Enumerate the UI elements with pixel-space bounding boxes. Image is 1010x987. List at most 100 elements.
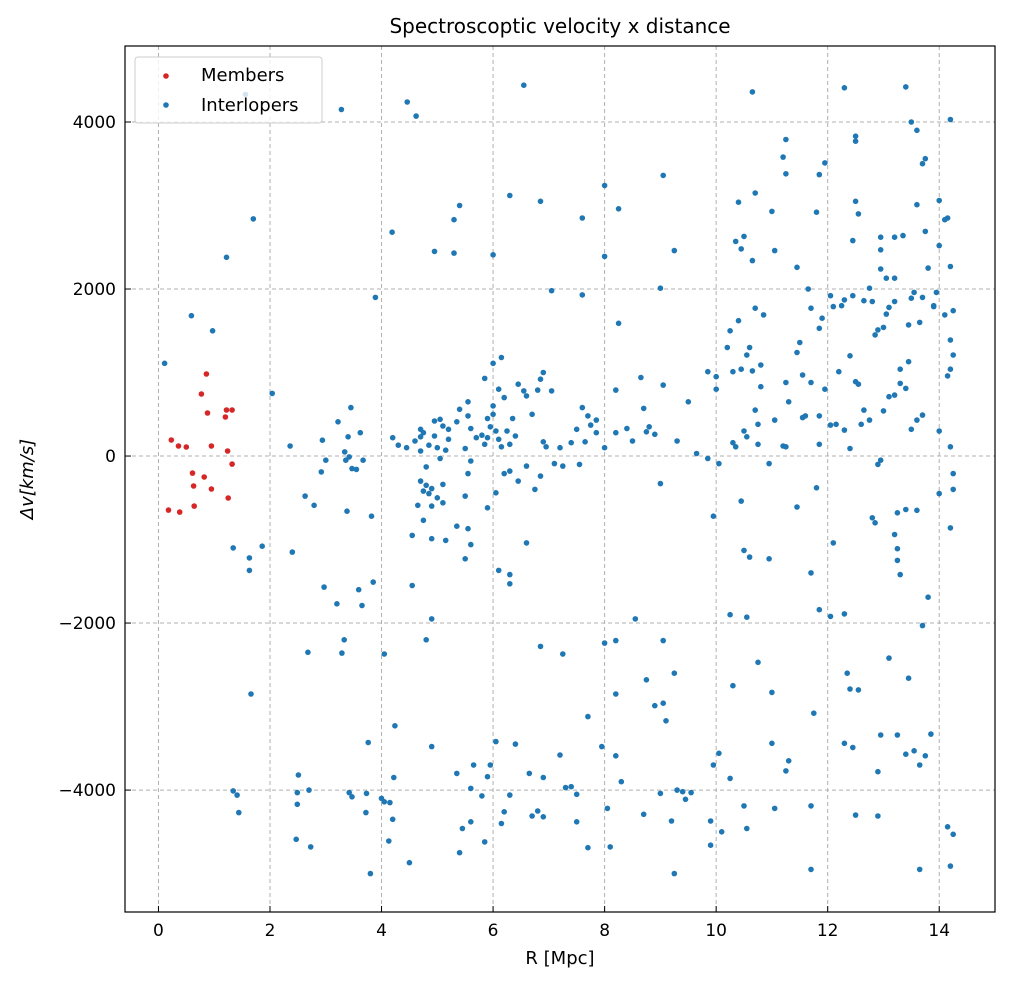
point-interlopers	[663, 718, 669, 724]
point-interlopers	[746, 344, 753, 351]
point-interlopers	[319, 437, 326, 444]
point-interlopers	[877, 234, 884, 240]
point-interlopers	[629, 438, 636, 444]
point-interlopers	[866, 285, 873, 292]
point-interlopers	[345, 434, 351, 440]
point-members	[208, 443, 215, 449]
point-interlopers	[668, 818, 675, 824]
point-interlopers	[521, 388, 527, 394]
point-interlopers	[755, 421, 761, 428]
point-interlopers	[357, 429, 364, 436]
point-interlopers	[593, 429, 600, 436]
point-interlopers	[294, 789, 301, 796]
point-members	[189, 470, 196, 476]
point-interlopers	[674, 787, 680, 793]
point-interlopers	[749, 89, 756, 95]
point-interlopers	[302, 493, 308, 499]
point-interlopers	[738, 498, 744, 504]
point-interlopers	[730, 682, 736, 689]
point-interlopers	[947, 116, 954, 123]
point-interlopers	[693, 450, 700, 457]
point-interlopers	[355, 586, 362, 593]
point-interlopers	[515, 478, 521, 484]
point-interlopers	[426, 490, 432, 497]
point-interlopers	[877, 247, 884, 253]
point-interlopers	[727, 775, 733, 782]
point-interlopers	[498, 820, 505, 827]
point-interlopers	[540, 369, 547, 376]
point-interlopers	[479, 793, 485, 799]
point-interlopers	[942, 216, 948, 223]
point-interlopers	[679, 788, 686, 795]
point-interlopers	[363, 790, 370, 797]
x-axis-label: R [Mpc]	[525, 948, 594, 969]
point-interlopers	[813, 209, 820, 215]
point-interlopers	[604, 805, 611, 812]
point-interlopers	[950, 352, 956, 358]
point-interlopers	[560, 651, 566, 657]
point-interlopers	[872, 332, 878, 338]
point-interlopers	[613, 637, 619, 644]
point-interlopers	[911, 748, 917, 754]
point-interlopers	[431, 418, 438, 424]
point-interlopers	[841, 740, 848, 747]
point-interlopers	[905, 322, 912, 328]
point-interlopers	[727, 328, 733, 334]
point-interlopers	[816, 606, 823, 613]
point-interlopers	[894, 732, 901, 738]
point-interlopers	[730, 439, 736, 446]
point-interlopers	[847, 353, 853, 359]
point-interlopers	[403, 444, 410, 451]
point-interlopers	[601, 182, 608, 189]
point-interlopers	[607, 844, 613, 850]
point-interlopers	[660, 172, 666, 179]
point-interlopers	[437, 416, 443, 423]
point-interlopers	[682, 796, 689, 803]
point-interlopers	[847, 686, 853, 692]
point-interlopers	[585, 713, 591, 720]
point-interlopers	[415, 502, 421, 509]
point-interlopers	[428, 503, 435, 509]
point-interlopers	[819, 315, 825, 322]
point-interlopers	[866, 417, 873, 423]
point-interlopers	[852, 133, 859, 139]
point-interlopers	[420, 517, 427, 524]
point-interlopers	[872, 520, 878, 526]
point-interlopers	[465, 470, 471, 477]
point-interlopers	[417, 478, 424, 484]
point-interlopers	[891, 392, 898, 398]
point-interlopers	[705, 368, 711, 375]
point-interlopers	[922, 155, 929, 162]
point-interlopers	[783, 444, 789, 450]
point-interlopers	[468, 785, 474, 792]
point-interlopers	[950, 486, 956, 493]
x-tick-label: 4	[376, 921, 387, 941]
point-interlopers	[847, 445, 853, 452]
point-interlopers	[462, 556, 469, 562]
point-interlopers	[363, 809, 369, 816]
point-interlopers	[713, 386, 719, 393]
point-members	[191, 503, 197, 509]
point-interlopers	[919, 294, 926, 301]
point-members	[203, 371, 210, 377]
point-interlopers	[481, 441, 488, 448]
point-interlopers	[883, 275, 890, 282]
point-interlopers	[746, 554, 753, 560]
point-interlopers	[880, 408, 887, 414]
point-interlopers	[445, 436, 452, 443]
point-interlopers	[573, 426, 580, 433]
point-interlopers	[816, 441, 823, 448]
point-interlopers	[349, 465, 355, 472]
point-interlopers	[543, 444, 549, 450]
point-interlopers	[914, 127, 920, 134]
point-interlopers	[758, 362, 764, 368]
point-interlopers	[490, 403, 496, 409]
x-tick-label: 6	[488, 921, 499, 941]
point-members	[198, 391, 205, 397]
point-interlopers	[295, 772, 302, 778]
point-interlopers	[841, 427, 848, 433]
point-interlopers	[573, 791, 580, 798]
point-interlopers	[426, 442, 432, 449]
point-interlopers	[386, 838, 392, 844]
